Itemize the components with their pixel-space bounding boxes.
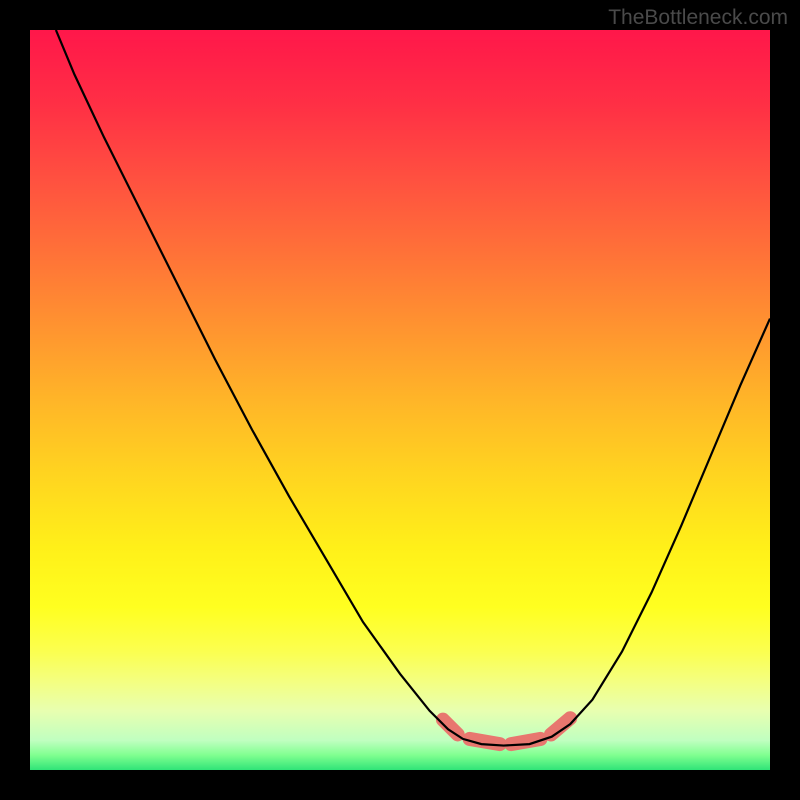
watermark-text: TheBottleneck.com <box>608 6 788 30</box>
chart-svg <box>30 30 770 770</box>
chart-plot-area <box>30 30 770 770</box>
gradient-background <box>30 30 770 770</box>
